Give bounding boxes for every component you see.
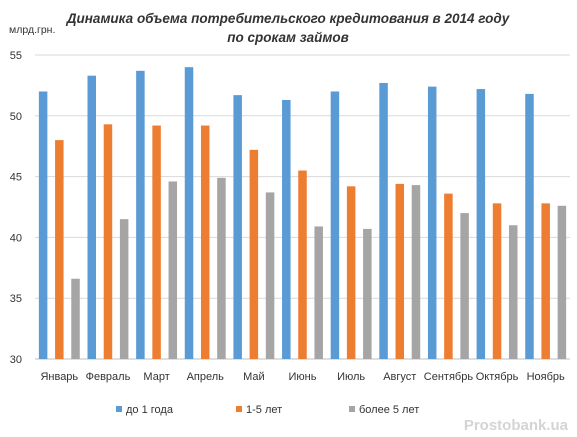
bar bbox=[136, 70, 145, 360]
bars bbox=[38, 67, 567, 360]
y-tick-label: 30 bbox=[10, 354, 22, 366]
bar bbox=[411, 185, 421, 359]
bar bbox=[444, 193, 453, 359]
legend-swatch bbox=[236, 406, 242, 412]
bar bbox=[508, 225, 518, 359]
bar bbox=[557, 205, 567, 359]
bar bbox=[298, 170, 307, 359]
x-tick-label: Июнь bbox=[289, 371, 317, 383]
bar bbox=[103, 124, 113, 359]
y-axis-label: млрд.грн. bbox=[9, 24, 55, 36]
y-tick-label: 40 bbox=[10, 232, 22, 244]
y-axis-ticks: 30 35 40 45 50 55 bbox=[10, 50, 22, 366]
y-tick-label: 55 bbox=[10, 50, 22, 62]
x-tick-label: Май bbox=[243, 371, 265, 383]
y-tick-label: 50 bbox=[10, 111, 22, 123]
chart-title-line-2: по срокам займов bbox=[227, 30, 349, 45]
x-tick-label: Ноябрь bbox=[527, 371, 565, 383]
bar bbox=[395, 183, 405, 359]
y-tick-label: 45 bbox=[10, 172, 22, 184]
bar bbox=[363, 228, 372, 359]
legend-swatch bbox=[116, 406, 122, 412]
bar bbox=[184, 67, 194, 359]
bar bbox=[265, 192, 275, 359]
bar bbox=[460, 213, 469, 359]
bar bbox=[71, 278, 80, 359]
chart-title-line-1: Динамика объема потребительского кредито… bbox=[66, 11, 511, 26]
x-tick-label: Февраль bbox=[86, 371, 131, 383]
x-tick-label: Октябрь bbox=[476, 371, 519, 383]
bar bbox=[200, 125, 210, 359]
bar bbox=[492, 203, 502, 359]
bar bbox=[379, 82, 388, 359]
bar bbox=[87, 75, 97, 359]
x-tick-label: Июль bbox=[337, 371, 365, 383]
bar bbox=[217, 177, 226, 359]
y-tick-label: 35 bbox=[10, 293, 22, 305]
bar bbox=[168, 181, 178, 359]
bar bbox=[476, 89, 486, 359]
x-tick-label: Август bbox=[383, 371, 416, 383]
bar bbox=[38, 91, 48, 359]
bar bbox=[330, 91, 340, 359]
x-tick-label: Апрель bbox=[187, 371, 225, 383]
bar bbox=[314, 226, 323, 359]
bar bbox=[119, 219, 129, 359]
legend-swatch bbox=[349, 406, 355, 412]
legend-label: более 5 лет bbox=[359, 404, 419, 416]
bar bbox=[541, 203, 550, 359]
bar bbox=[233, 95, 242, 360]
bar bbox=[282, 99, 291, 359]
legend-label: 1-5 лет bbox=[246, 404, 282, 416]
legend-label: до 1 года bbox=[126, 404, 174, 416]
x-tick-label: Сентябрь bbox=[424, 371, 474, 383]
bar bbox=[152, 125, 161, 359]
x-axis-ticks: Январь Февраль Март Апрель Май Июнь Июль Август… bbox=[40, 371, 565, 383]
bar bbox=[249, 149, 259, 359]
legend: до 1 года 1-5 лет более 5 лет bbox=[116, 404, 419, 416]
bar bbox=[55, 140, 64, 359]
x-tick-label: Январь bbox=[40, 371, 78, 383]
watermark: Prostobank.ua bbox=[464, 417, 569, 434]
bar bbox=[346, 186, 356, 359]
bar bbox=[525, 93, 534, 360]
bar bbox=[427, 86, 437, 359]
x-tick-label: Март bbox=[143, 371, 169, 383]
